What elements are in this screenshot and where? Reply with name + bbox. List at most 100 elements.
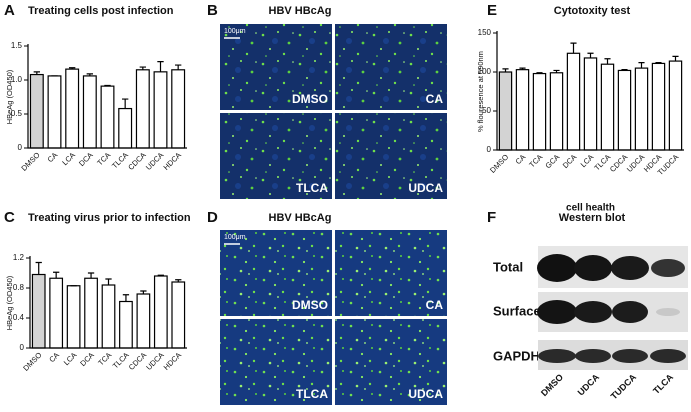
chart-title: Treating virus prior to infection — [28, 212, 191, 224]
panel-title: Western blot — [559, 212, 626, 224]
bar — [153, 71, 168, 149]
lane-label: UDCA — [576, 372, 602, 398]
x-tick-label: CA — [514, 152, 528, 166]
y-tick-label: 0.5 — [11, 109, 23, 118]
error-bar — [86, 73, 94, 76]
bar — [532, 72, 547, 151]
panel-letter: F — [487, 209, 496, 226]
x-tick-label: HDCA — [162, 350, 183, 371]
error-bar — [587, 52, 594, 58]
image-label: CA — [426, 92, 444, 106]
panel-letter: B — [207, 2, 218, 19]
lane-label: TUDCA — [609, 372, 639, 402]
bar — [47, 75, 62, 149]
error-bar — [638, 62, 645, 69]
error-bar — [122, 294, 130, 302]
bar — [119, 300, 133, 349]
bar — [31, 273, 46, 349]
error-bar — [139, 66, 147, 70]
image-label: TLCA — [296, 181, 328, 195]
bar — [617, 69, 632, 151]
image-label: UDCA — [408, 387, 443, 401]
x-tick-label: DCA — [77, 150, 95, 168]
chart-title: Cytotoxity test — [554, 5, 631, 17]
y-tick-label: 0 — [18, 143, 23, 152]
x-tick-label: UDCA — [144, 150, 165, 171]
bar — [171, 69, 186, 149]
error-bar — [621, 69, 628, 71]
bar — [583, 57, 598, 151]
bar — [66, 285, 81, 349]
blot-image — [537, 246, 688, 370]
bar — [49, 277, 64, 349]
panel-title: HBV HBcAg — [269, 5, 332, 17]
lane-label: TLCA — [651, 372, 675, 396]
y-axis-label: HBeAg (OD450) — [5, 69, 14, 124]
error-bar — [502, 68, 509, 72]
x-tick-label: DCA — [78, 350, 96, 368]
image-label: DMSO — [292, 298, 328, 312]
y-tick-label: 150 — [478, 28, 492, 37]
panel-title: HBV HBcAg — [269, 212, 332, 224]
x-tick-label: TCA — [527, 152, 544, 169]
x-tick-label: CDCA — [608, 152, 629, 173]
y-tick-label: 1.5 — [11, 41, 23, 50]
x-tick-label: LCA — [62, 350, 79, 367]
tile — [335, 319, 447, 405]
x-tick-label: DMSO — [19, 150, 41, 172]
tile — [335, 24, 447, 110]
x-tick-label: UDCA — [625, 152, 646, 173]
error-bar — [174, 64, 182, 70]
error-bar — [105, 278, 112, 285]
blot-row-label: Total — [493, 259, 523, 274]
scale-label: 100μm — [224, 234, 246, 241]
blot-row-label: Surface — [493, 303, 541, 318]
bar — [100, 85, 115, 149]
y-tick-label: 0.8 — [13, 283, 25, 292]
tile — [335, 230, 447, 316]
image-label: TLCA — [296, 387, 328, 401]
bar — [136, 293, 151, 349]
bar — [84, 277, 98, 349]
y-tick-label: 50 — [482, 106, 491, 115]
panel-letter: D — [207, 209, 218, 226]
image-label: CA — [426, 298, 444, 312]
bar — [634, 67, 649, 151]
x-tick-label: GCA — [543, 152, 561, 170]
y-tick-label: 0 — [20, 343, 25, 352]
lane-label: DMSO — [539, 372, 565, 398]
error-bar — [536, 72, 543, 74]
error-bar — [604, 58, 611, 65]
x-tick-label: DCA — [561, 152, 579, 170]
x-tick-label: CDCA — [127, 350, 148, 371]
bar — [153, 275, 168, 349]
y-axis-label: % flouresence at 590nm — [476, 51, 485, 132]
x-tick-label: CDCA — [126, 150, 147, 171]
error-bar — [157, 61, 164, 72]
tile — [220, 319, 332, 405]
bar — [65, 68, 80, 149]
error-bar — [104, 84, 111, 87]
bar — [498, 71, 513, 151]
error-bar — [35, 261, 42, 275]
bar — [118, 107, 133, 149]
error-bar — [553, 69, 560, 73]
x-tick-label: HDCA — [162, 150, 183, 171]
bar — [29, 73, 44, 149]
x-tick-label: CA — [47, 350, 61, 364]
bar — [171, 281, 186, 349]
error-bar — [53, 271, 60, 279]
panel-letter: C — [4, 209, 15, 226]
bar — [566, 52, 581, 151]
x-tick-label: DMSO — [488, 152, 510, 174]
x-tick-label: CA — [46, 150, 60, 164]
chart-title: Treating cells post infection — [28, 5, 174, 17]
error-bar — [672, 55, 679, 62]
error-bar — [157, 274, 164, 276]
bar — [82, 75, 97, 149]
blot-row-label: GAPDH — [493, 348, 540, 363]
y-tick-label: 0 — [487, 145, 492, 154]
x-tick-label: UDCA — [144, 350, 165, 371]
bar — [549, 72, 564, 151]
bar — [515, 69, 530, 151]
